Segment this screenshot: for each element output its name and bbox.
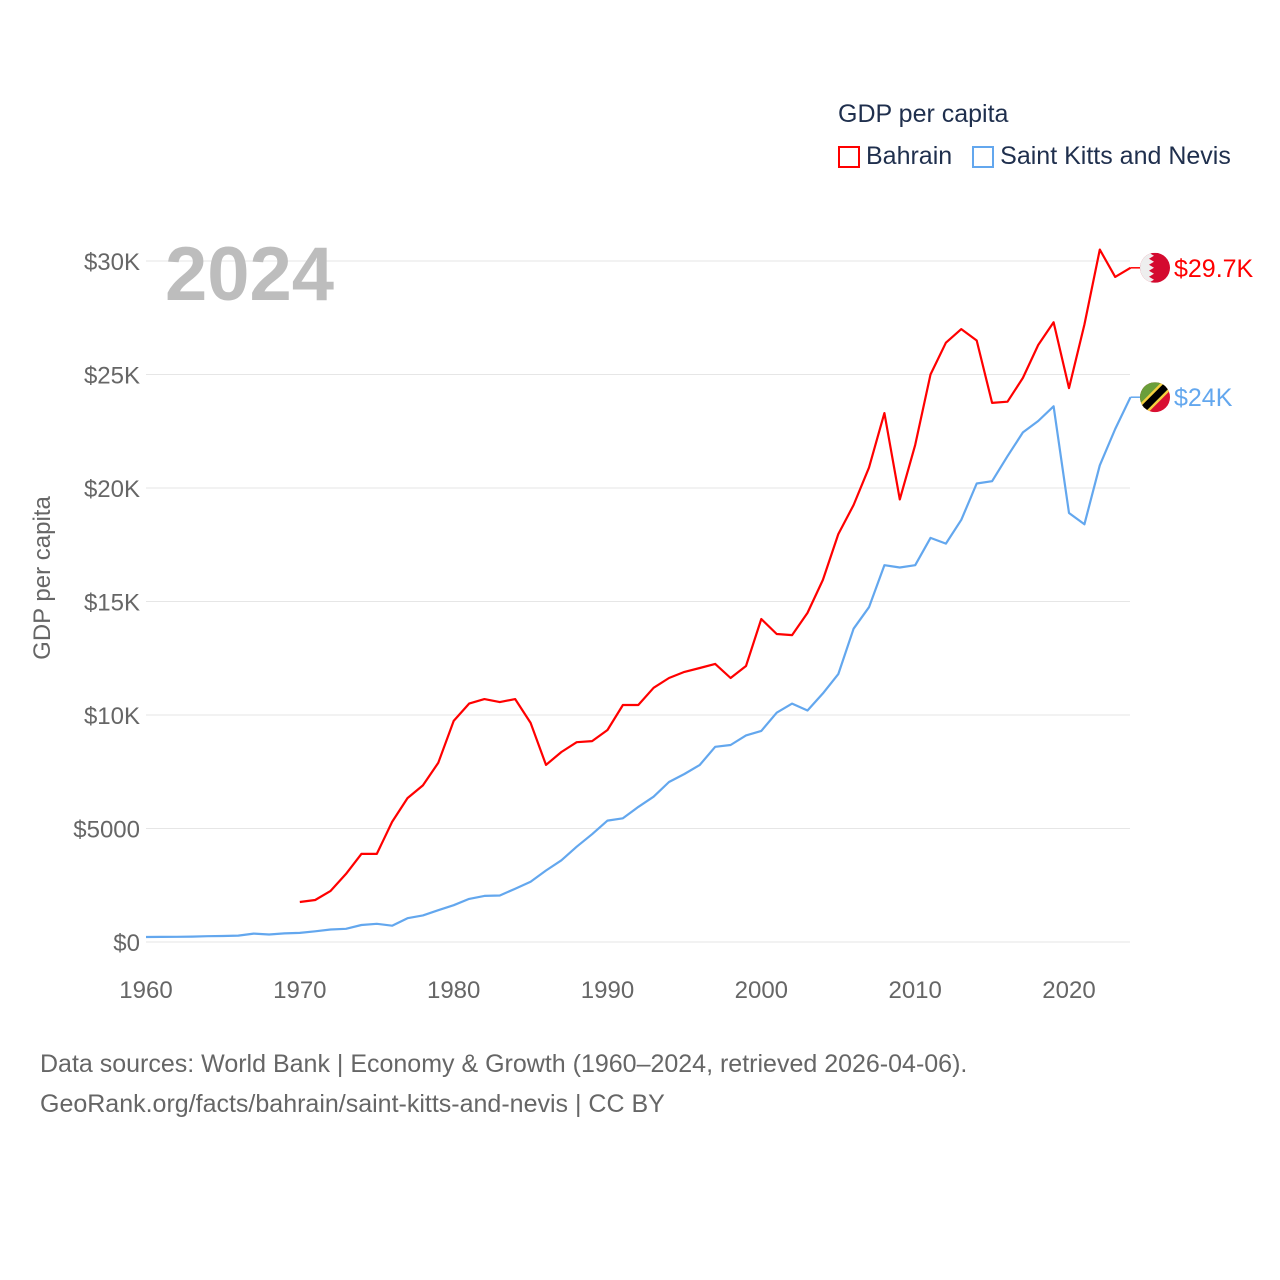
y-tick-label: $15K [84,590,140,617]
legend-item-bahrain[interactable]: Bahrain [838,142,952,171]
series-line-bahrain [299,248,1132,904]
end-labels: $29.7K $24K [1130,252,1254,413]
legend: Bahrain Saint Kitts and Nevis [838,142,1231,171]
y-tick-label: $30K [84,249,140,276]
legend-label: Bahrain [866,142,953,170]
bahrain-flag-icon [1140,252,1170,283]
flag-white [1140,252,1154,283]
legend-swatch-bahrain [838,145,860,168]
x-tick-label: 2000 [735,977,788,1004]
end-value-label: $29.7K [1174,255,1254,283]
x-axis: 1960 1970 1980 1990 2000 2010 2020 [119,977,1095,1004]
legend-title: GDP per capita [838,100,1009,128]
flag [1140,382,1170,413]
y-tick-label: $0 [113,930,140,957]
y-tick-label: $10K [84,703,140,730]
grid [146,260,1130,943]
series-lines [145,248,1132,939]
footer: Data sources: World Bank | Economy & Gro… [40,1044,967,1124]
y-tick-label: $25K [84,363,140,390]
x-tick-label: 2010 [888,977,941,1004]
y-axis: $0 $5000 $10K $15K $20K $25K $30K [73,249,140,957]
saint-kitts-and-nevis-flag-icon [1140,382,1170,413]
y-axis-label: GDP per capita [29,496,56,660]
x-tick-label: 1980 [427,977,480,1004]
legend-swatch-saint-kitts-and-nevis [972,145,995,168]
source-link[interactable]: GeoRank.org/facts/bahrain/saint-kitts-an… [40,1090,665,1118]
series-line-saint-kitts-and-nevis [145,396,1132,939]
legend-item-saint-kitts-and-nevis[interactable]: Saint Kitts and Nevis [972,142,1231,171]
x-tick-label: 1970 [273,977,326,1004]
x-tick-label: 1960 [119,977,172,1004]
flag [1140,252,1170,283]
y-tick-label: $5000 [73,817,140,844]
data-source-note: Data sources: World Bank | Economy & Gro… [40,1050,968,1078]
legend-label: Saint Kitts and Nevis [1000,142,1231,170]
y-tick-label: $20K [84,476,140,503]
x-tick-label: 2020 [1042,977,1095,1004]
end-value-label: $24K [1174,384,1233,412]
x-tick-label: 1990 [581,977,634,1004]
year-watermark: 2024 [165,232,334,317]
